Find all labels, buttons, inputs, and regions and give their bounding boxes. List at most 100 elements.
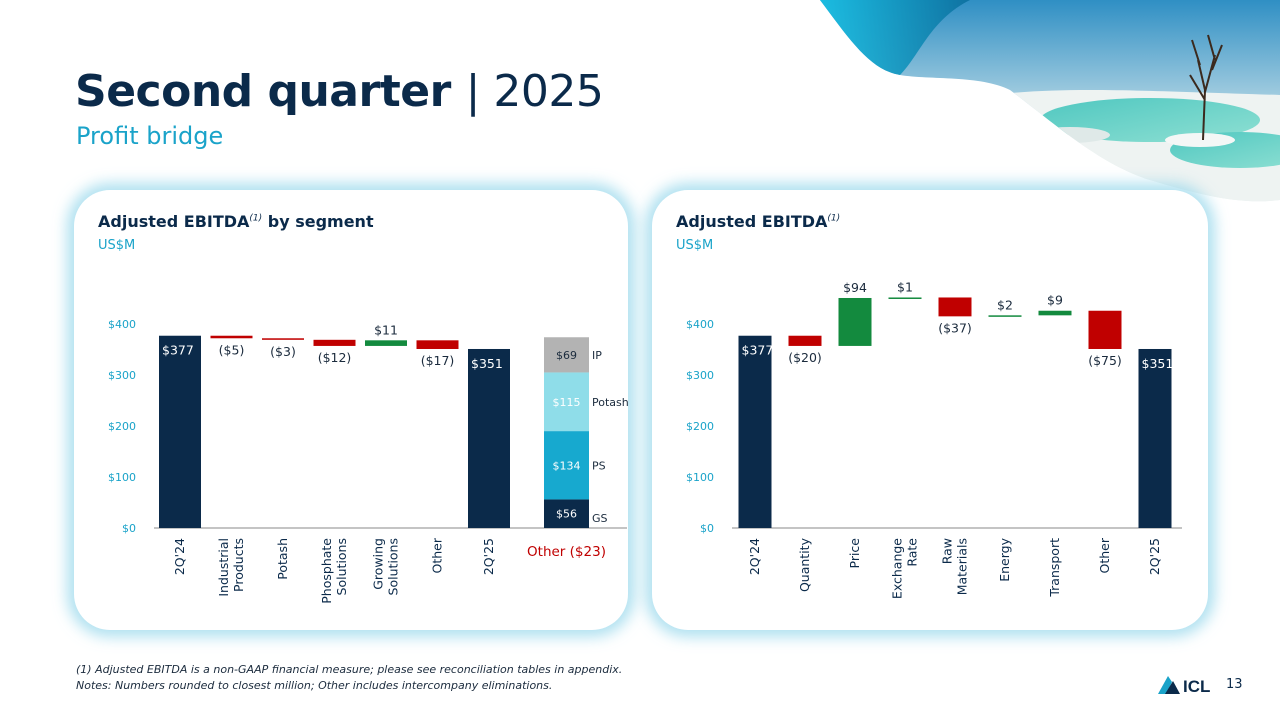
stack-segment-gs <box>544 499 589 528</box>
x-tick-label-transport: Transport <box>1047 538 1062 598</box>
bar-potash <box>262 338 304 340</box>
segment-chart-title-suffix: by segment <box>262 212 374 231</box>
page-number: 13 <box>1226 677 1243 692</box>
page-subtitle: Profit bridge <box>76 122 224 150</box>
data-label-exchange-rate: $1 <box>897 279 913 294</box>
x-tick-label-industrial-products: Products <box>231 538 246 592</box>
stack-name-ip: IP <box>592 349 602 362</box>
bar-industrial-products <box>210 335 253 339</box>
stack-name-potash: Potash <box>592 396 628 409</box>
data-label-potash: ($3) <box>270 344 296 359</box>
bar-2q-25 <box>468 348 510 528</box>
footnote-1: (1) Adjusted EBITDA is a non-GAAP financ… <box>76 663 623 676</box>
bar-quantity <box>788 335 822 346</box>
icl-logo-icon <box>1158 676 1172 694</box>
segment-chart-panel: Adjusted EBITDA(1) by segment US$M $0 $10… <box>74 190 628 630</box>
y-tick-label: $100 <box>108 471 136 484</box>
factor-chart-unit: US$M <box>676 238 714 253</box>
x-tick-label-potash: Potash <box>275 538 290 580</box>
x-tick-label-quantity: Quantity <box>797 537 812 592</box>
bar-exchange-rate <box>888 297 922 299</box>
y-tick-label: $400 <box>108 318 136 331</box>
x-tick-label-growing-solutions: Growing <box>371 538 386 590</box>
data-label-other: ($17) <box>421 353 455 368</box>
segment-waterfall-chart: $0 $100 $200 $300 $400 $377 2Q'24 ($5) Industria… <box>108 318 628 604</box>
x-tick-label-exchange-rate: Rate <box>905 538 920 567</box>
icl-logo-text: ICL <box>1183 677 1210 696</box>
stack-name-ps: PS <box>592 459 606 472</box>
y-tick-label: $100 <box>686 471 714 484</box>
factor-chart-title: Adjusted EBITDA(1) <box>676 212 840 231</box>
bar-other <box>416 340 459 349</box>
title-year: | 2025 <box>465 66 604 117</box>
data-label-phosphate-solutions: ($12) <box>318 350 352 365</box>
x-tick-label-price: Price <box>847 538 862 569</box>
data-label-2q-25: $351 <box>1142 356 1174 371</box>
x-tick-label-2q-25: 2Q'25 <box>1147 538 1162 575</box>
bar-transport <box>1038 310 1072 316</box>
segment-chart-title-sup: (1) <box>249 213 263 224</box>
bar-raw-materials <box>938 297 972 317</box>
bar-energy <box>988 315 1022 317</box>
stack-value-ps: $134 <box>553 459 581 472</box>
x-tick-label-energy: Energy <box>997 537 1012 581</box>
stack-value-gs: $56 <box>556 508 577 521</box>
footnote-2: Notes: Numbers rounded to closest millio… <box>76 679 553 692</box>
stack-segment-potash <box>544 372 589 432</box>
x-tick-label-2q-24: 2Q'24 <box>747 538 762 575</box>
y-tick-label: $400 <box>686 318 714 331</box>
stack-segment-ip <box>544 337 589 373</box>
stack-value-potash: $115 <box>553 396 581 409</box>
x-tick-label-exchange-rate: Exchange <box>890 538 905 599</box>
x-tick-label-growing-solutions: Solutions <box>386 538 401 595</box>
data-label-industrial-products: ($5) <box>219 342 245 357</box>
factor-chart-title-sup: (1) <box>827 213 841 224</box>
icl-logo: ICL <box>1158 676 1210 696</box>
y-tick-label: $200 <box>108 420 136 433</box>
x-tick-label-raw-materials: Raw <box>940 538 955 564</box>
y-tick-label: $0 <box>700 522 714 535</box>
factor-waterfall-chart: $0 $100 $200 $300 $400 $377 2Q'24 ($20) Quantity… <box>686 279 1182 599</box>
stack-name-gs: GS <box>592 512 608 525</box>
x-tick-label-2q-25: 2Q'25 <box>481 538 496 575</box>
bar-phosphate-solutions <box>313 339 356 346</box>
bar-2q-25 <box>1138 348 1172 528</box>
page-title: Second quarter | 2025 <box>75 66 604 117</box>
factor-chart-panel: Adjusted EBITDA(1) US$M $0 $100 $200 $300 $4… <box>652 190 1208 630</box>
segment-chart-title-main: Adjusted EBITDA <box>98 212 250 231</box>
data-label-transport: $9 <box>1047 293 1063 308</box>
y-tick-label: $300 <box>686 369 714 382</box>
data-label-quantity: ($20) <box>788 350 822 365</box>
stack-value-ip: $69 <box>556 349 577 362</box>
x-tick-label-other: Other <box>1097 537 1112 573</box>
y-tick-label: $0 <box>122 522 136 535</box>
bar-2q-24 <box>159 335 201 528</box>
stack-segment-ps <box>544 431 589 500</box>
y-tick-label: $300 <box>108 369 136 382</box>
x-tick-label-2q-24: 2Q'24 <box>172 538 187 575</box>
data-label-energy: $2 <box>997 297 1013 312</box>
factor-chart-title-main: Adjusted EBITDA <box>676 212 828 231</box>
dead-sea-photo <box>820 0 1280 202</box>
data-label-price: $94 <box>843 280 867 295</box>
title-bold: Second quarter <box>75 66 451 117</box>
bar-growing-solutions <box>365 340 407 346</box>
bar-price <box>838 297 872 346</box>
footnotes: (1) Adjusted EBITDA is a non-GAAP financ… <box>76 662 622 694</box>
data-label-raw-materials: ($37) <box>938 320 972 335</box>
x-tick-label-raw-materials: Materials <box>955 538 970 595</box>
data-label-2q-24: $377 <box>742 343 774 358</box>
bar-other <box>1088 310 1122 349</box>
data-label-other: ($75) <box>1088 353 1122 368</box>
x-tick-label-phosphate-solutions: Phosphate <box>319 538 334 604</box>
bar-2q-24 <box>738 335 772 528</box>
data-label-2q-25: $351 <box>471 356 503 371</box>
x-tick-label-phosphate-solutions: Solutions <box>334 538 349 595</box>
data-label-growing-solutions: $11 <box>374 322 398 337</box>
segment-chart-title: Adjusted EBITDA(1) by segment <box>98 212 374 231</box>
x-tick-label-industrial-products: Industrial <box>216 538 231 597</box>
x-tick-label-other: Other <box>430 537 445 573</box>
data-label-2q-24: $377 <box>162 343 194 358</box>
y-tick-label: $200 <box>686 420 714 433</box>
segment-chart-unit: US$M <box>98 238 136 253</box>
